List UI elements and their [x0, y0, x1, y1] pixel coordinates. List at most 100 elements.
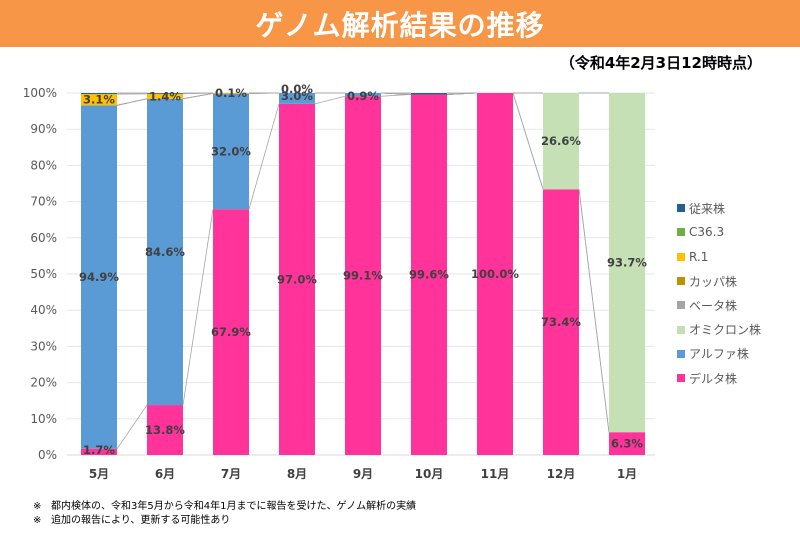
legend-swatch-icon: [677, 277, 685, 286]
legend-swatch-icon: [677, 374, 685, 383]
y-tick-label: 60%: [30, 231, 57, 245]
data-label: 1.7%: [83, 443, 115, 457]
data-label: 13.8%: [145, 423, 185, 437]
legend-swatch-icon: [677, 252, 685, 261]
footnote: ※ 都内検体の、令和3年5月から令和4年1月までに報告を受けた、ゲノム解析の実績: [33, 500, 416, 514]
series-line: [380, 94, 412, 97]
series-line: [578, 189, 610, 433]
bar-segment: [81, 448, 117, 455]
y-tick-label: 50%: [30, 267, 57, 281]
bar-segment: [279, 103, 315, 456]
y-tick-label: 80%: [30, 158, 57, 172]
y-tick-label: 70%: [30, 195, 57, 209]
series-line: [314, 95, 346, 105]
legend-label: ベータ株: [689, 298, 738, 313]
bar-segment: [213, 93, 249, 94]
data-label: 0.9%: [347, 89, 379, 103]
bar-segment: [543, 189, 579, 456]
x-tick-label: 5月: [89, 467, 109, 481]
y-tick-label: 0%: [38, 448, 57, 462]
data-label: 0.0%: [281, 82, 313, 96]
y-tick-label: 10%: [30, 412, 57, 426]
y-tick-label: 90%: [30, 122, 57, 136]
legend-label: 従来株: [689, 201, 726, 216]
legend-label: カッパ株: [689, 274, 738, 289]
bar-segment: [609, 432, 645, 455]
title-banner: ゲノム解析結果の推移: [0, 0, 800, 47]
bar-segment: [477, 93, 513, 455]
legend-swatch-icon: [677, 349, 685, 358]
series-line: [116, 98, 148, 106]
legend-swatch-icon: [677, 301, 685, 310]
x-tick-label: 7月: [221, 467, 241, 481]
y-tick-label: 40%: [30, 303, 57, 317]
legend-item: デルタ株: [677, 366, 761, 390]
bar-segment: [147, 93, 183, 94]
bar-segment: [213, 93, 249, 210]
bar-segment: [147, 405, 183, 455]
series-line: [116, 404, 148, 450]
bar-segment: [411, 93, 447, 95]
data-label: 3.1%: [83, 93, 115, 107]
data-label: 6.3%: [611, 437, 643, 451]
bar-segment: [279, 93, 315, 104]
footnotes: ※ 都内検体の、令和3年5月から令和4年1月までに報告を受けた、ゲノム解析の実績 …: [33, 500, 416, 528]
x-tick-label: 10月: [415, 467, 444, 481]
footnote: ※ 追加の報告により、更新する可能性あり: [33, 514, 416, 528]
chart-legend: 従来株 C36.3 R.1 カッパ株 ベータ株 オミクロン株 アルファ株 デルタ株: [677, 196, 761, 390]
bar-segment: [81, 105, 117, 449]
legend-item: R.1: [677, 245, 761, 269]
bar-segment: [81, 93, 117, 95]
bar-segment: [147, 98, 183, 406]
data-label: 32.0%: [211, 144, 251, 158]
series-line: [512, 92, 544, 190]
bar-segment: [147, 93, 183, 99]
x-tick-label: 9月: [353, 467, 373, 481]
legend-label: アルファ株: [689, 347, 749, 362]
bar-segment: [81, 94, 117, 106]
x-tick-label: 6月: [155, 467, 175, 481]
data-label: 1.4%: [149, 89, 181, 103]
y-tick-label: 20%: [30, 376, 57, 390]
legend-swatch-icon: [677, 228, 685, 237]
legend-item: オミクロン株: [677, 317, 761, 341]
page-title: ゲノム解析結果の推移: [255, 8, 545, 42]
x-tick-label: 12月: [547, 467, 576, 481]
bar-segment: [213, 209, 249, 455]
data-label: 99.1%: [343, 269, 383, 283]
footnote-text: 追加の報告により、更新する可能性あり: [51, 515, 231, 526]
legend-label: R.1: [689, 249, 709, 264]
series-line: [182, 209, 214, 406]
x-tick-label: 11月: [481, 467, 510, 481]
legend-item: カッパ株: [677, 269, 761, 293]
x-tick-label: 8月: [287, 467, 307, 481]
legend-swatch-icon: [677, 325, 685, 334]
data-label: 100.0%: [471, 267, 519, 281]
note-mark: ※: [33, 501, 42, 512]
data-label: 99.6%: [409, 268, 449, 282]
bar-segment: [543, 93, 579, 190]
series-line: [182, 92, 214, 100]
legend-item: 従来株: [677, 196, 761, 220]
data-label: 93.7%: [607, 256, 647, 270]
data-label: 26.6%: [541, 134, 581, 148]
legend-label: オミクロン株: [689, 323, 762, 338]
as-of-date: （令和4年2月3日12時時点）: [559, 54, 762, 72]
data-label: 97.0%: [277, 272, 317, 286]
data-label: 3.0%: [281, 89, 313, 103]
data-label: 73.4%: [541, 315, 581, 329]
legend-item: ベータ株: [677, 293, 761, 317]
y-tick-label: 30%: [30, 339, 57, 353]
x-tick-label: 1月: [617, 467, 637, 481]
legend-swatch-icon: [677, 204, 685, 213]
data-label: 67.9%: [211, 325, 251, 339]
note-mark: ※: [33, 515, 42, 526]
bar-segment: [345, 96, 381, 456]
footnote-text: 都内検体の、令和3年5月から令和4年1月までに報告を受けた、ゲノム解析の実績: [51, 501, 417, 512]
bar-segment: [609, 93, 645, 433]
data-label: 0.1%: [215, 86, 247, 100]
data-label: 94.9%: [79, 270, 119, 284]
legend-item: アルファ株: [677, 342, 761, 366]
series-line: [248, 103, 280, 210]
